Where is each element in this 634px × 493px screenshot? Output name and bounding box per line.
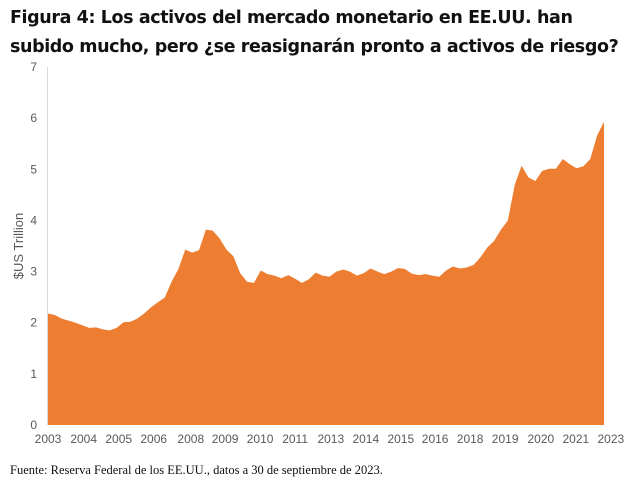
x-tick-label: 2013 [317,432,344,446]
y-tick-label: 3 [30,265,37,279]
x-tick-label: 2014 [352,432,379,446]
x-tick-label: 2019 [492,432,519,446]
x-tick-label: 2016 [422,432,449,446]
x-tick-label: 2006 [140,432,167,446]
x-tick-label: 2003 [35,432,62,446]
x-tick-label: 2015 [387,432,414,446]
y-tick-label: 0 [30,418,37,432]
y-tick-label: 4 [30,213,37,227]
x-tick-label: 2005 [105,432,132,446]
x-tick-label: 2011 [282,432,308,446]
y-axis: 0 1 2 3 4 5 6 7 [30,60,37,432]
area-fill [48,121,604,425]
y-axis-label: $US Trillion [11,213,26,279]
x-axis: 2003 2004 2005 2006 2008 2009 2010 2011 2013 2014… [35,432,625,446]
x-tick-label: 2008 [177,432,204,446]
x-tick-label: 2004 [70,432,97,446]
x-tick-label: 2010 [247,432,274,446]
x-tick-label: 2009 [212,432,239,446]
x-tick-label: 2020 [527,432,554,446]
x-tick-label: 2021 [563,432,590,446]
x-tick-label: 2023 [598,432,625,446]
x-tick-label: 2018 [457,432,484,446]
y-tick-label: 6 [30,111,37,125]
y-tick-label: 7 [30,60,37,74]
area-series [48,121,604,425]
y-tick-label: 1 [30,367,37,381]
source-note: Fuente: Reserva Federal de los EE.UU., d… [10,463,383,477]
y-tick-label: 5 [30,162,37,176]
y-tick-label: 2 [30,316,37,330]
chart-title: Figura 4: Los activos del mercado moneta… [10,8,619,57]
